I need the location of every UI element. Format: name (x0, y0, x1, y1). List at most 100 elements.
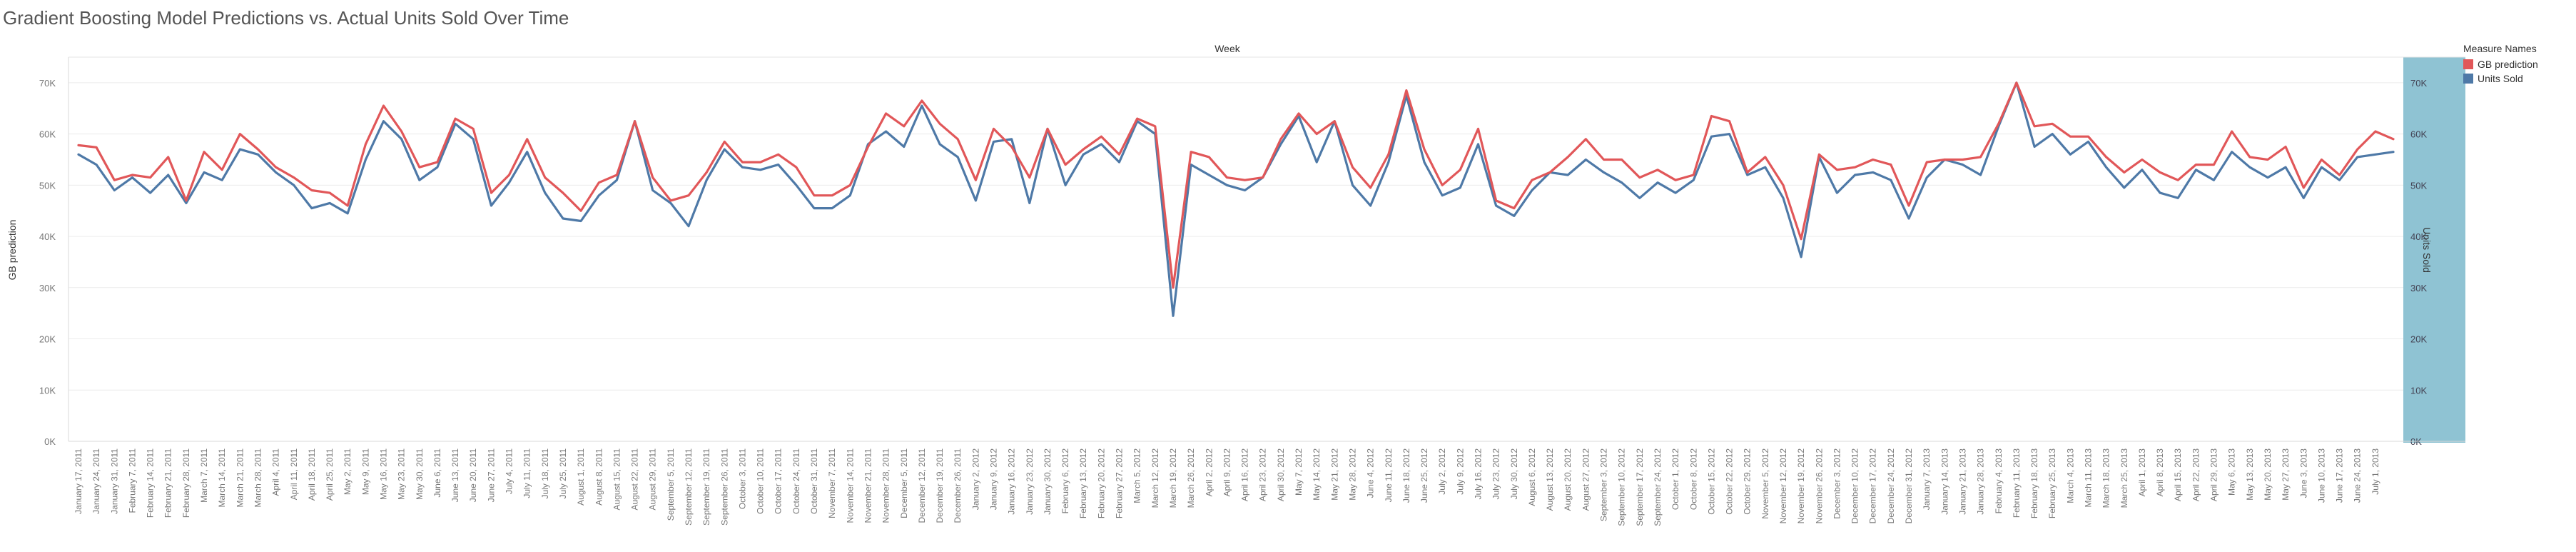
x-tick-label: September 19, 2011 (701, 448, 711, 526)
x-tick-label: June 13, 2011 (450, 448, 460, 503)
x-tick-label: February 6, 2012 (1060, 448, 1070, 514)
x-tick-label: March 12, 2012 (1150, 448, 1160, 508)
x-tick-label: December 5, 2011 (899, 448, 909, 518)
x-tick-label: October 24, 2011 (791, 448, 801, 514)
x-tick-label: October 10, 2011 (756, 448, 766, 514)
x-tick-label: May 21, 2012 (1329, 448, 1339, 501)
x-tick-label: June 24, 2013 (2353, 448, 2363, 503)
x-tick-label: February 13, 2012 (1078, 448, 1088, 518)
x-tick-label: April 2, 2012 (1204, 448, 1214, 497)
x-tick-label: November 21, 2011 (863, 448, 873, 523)
x-tick-label: December 12, 2011 (917, 448, 927, 523)
x-tick-label: May 7, 2012 (1294, 448, 1304, 496)
x-tick-label: September 5, 2011 (666, 448, 676, 521)
x-tick-label: March 26, 2012 (1186, 448, 1196, 508)
x-tick-label: June 18, 2012 (1401, 448, 1411, 503)
x-tick-label: January 7, 2013 (1922, 448, 1932, 510)
x-tick-label: October 31, 2011 (809, 448, 819, 514)
x-tick-label: April 30, 2012 (1276, 448, 1286, 501)
x-tick-label: April 18, 2011 (307, 448, 317, 501)
x-tick-label: May 27, 2013 (2281, 448, 2291, 501)
x-tick-label: April 23, 2012 (1258, 448, 1268, 501)
x-tick-label: March 18, 2013 (2101, 448, 2111, 508)
x-tick-label: October 15, 2012 (1706, 448, 1716, 515)
x-tick-label: June 3, 2013 (2298, 448, 2308, 498)
x-tick-label: October 17, 2011 (774, 448, 784, 514)
x-tick-label: July 16, 2012 (1474, 448, 1484, 500)
x-tick-label: January 14, 2013 (1939, 448, 1949, 515)
legend-item-units-sold[interactable]: Units Sold (2463, 73, 2538, 84)
x-tick-label: December 31, 2012 (1904, 448, 1914, 524)
x-tick-label: February 28, 2011 (181, 448, 191, 518)
x-tick-label: July 11, 2011 (522, 448, 532, 498)
x-tick-label: November 14, 2011 (845, 448, 855, 523)
y-tick-label-left: 70K (39, 78, 56, 89)
x-tick-label: April 16, 2012 (1240, 448, 1250, 501)
y-tick-label-left: 60K (39, 129, 56, 140)
y-axis-label-right: Units Sold (2421, 227, 2433, 273)
x-tick-label: January 17, 2011 (73, 448, 83, 514)
x-tick-label: June 4, 2012 (1366, 448, 1376, 498)
y-tick-label-left: 0K (44, 436, 56, 447)
x-tick-label: November 7, 2011 (827, 448, 837, 518)
x-tick-label: May 13, 2013 (2245, 448, 2255, 501)
x-tick-label: February 27, 2012 (1115, 448, 1125, 518)
x-tick-label: December 26, 2011 (953, 448, 963, 523)
x-tick-label: December 17, 2012 (1868, 448, 1878, 524)
x-tick-label: August 20, 2012 (1563, 448, 1573, 511)
x-tick-label: May 6, 2013 (2227, 448, 2237, 496)
y-tick-label-right: 40K (2410, 231, 2427, 242)
legend: Measure Names GB prediction Units Sold (2463, 43, 2538, 87)
x-tick-label: June 10, 2013 (2316, 448, 2326, 503)
chart-title: Gradient Boosting Model Predictions vs. … (3, 7, 569, 29)
x-tick-label: September 24, 2012 (1653, 448, 1663, 526)
legend-title: Measure Names (2463, 43, 2537, 54)
x-tick-label: March 21, 2011 (235, 448, 245, 508)
x-tick-label: March 28, 2011 (253, 448, 263, 508)
x-tick-label: August 6, 2012 (1527, 448, 1537, 506)
x-tick-label: March 5, 2012 (1132, 448, 1142, 503)
x-tick-label: June 25, 2012 (1419, 448, 1429, 503)
x-tick-label: February 14, 2011 (146, 448, 156, 518)
y-tick-label-right: 70K (2410, 78, 2427, 89)
x-tick-label: September 12, 2011 (684, 448, 694, 526)
x-tick-label: January 21, 2013 (1958, 448, 1968, 515)
x-tick-label: May 28, 2012 (1348, 448, 1358, 501)
x-tick-label: April 4, 2011 (271, 448, 281, 496)
y-axis-label-left: GB prediction (6, 220, 18, 281)
x-tick-label: September 10, 2012 (1617, 448, 1627, 526)
x-tick-label: December 10, 2012 (1850, 448, 1860, 524)
x-tick-label: July 4, 2011 (504, 448, 514, 494)
x-tick-label: February 20, 2012 (1096, 448, 1106, 518)
x-tick-label: January 30, 2012 (1043, 448, 1053, 515)
x-tick-label: November 5, 2012 (1760, 448, 1770, 519)
x-tick-label: March 25, 2013 (2119, 448, 2129, 508)
x-tick-label: July 18, 2011 (540, 448, 550, 499)
series-line-gb-prediction[interactable] (77, 81, 2395, 289)
x-tick-label: October 1, 2012 (1670, 448, 1680, 510)
legend-label-units-sold: Units Sold (2478, 73, 2523, 84)
x-tick-label: March 4, 2013 (2065, 448, 2075, 503)
y-tick-label-right: 60K (2410, 129, 2427, 140)
x-tick-label: January 31, 2011 (109, 448, 119, 514)
x-tick-label: October 8, 2012 (1688, 448, 1698, 510)
x-tick-label: March 7, 2011 (199, 448, 209, 503)
x-tick-label: April 11, 2011 (289, 448, 299, 501)
x-tick-label: August 1, 2011 (576, 448, 586, 506)
x-tick-label: March 11, 2013 (2084, 448, 2094, 508)
series-line-units-sold[interactable] (77, 81, 2395, 317)
x-tick-label: May 30, 2011 (415, 448, 425, 500)
x-tick-label: April 22, 2013 (2191, 448, 2201, 501)
x-tick-label: February 7, 2011 (127, 448, 137, 513)
x-tick-label: November 28, 2011 (881, 448, 891, 523)
x-tick-label: November 19, 2012 (1796, 448, 1806, 524)
legend-item-prediction[interactable]: GB prediction (2463, 59, 2538, 70)
x-tick-label: May 23, 2011 (397, 448, 407, 500)
x-tick-label: May 14, 2012 (1312, 448, 1322, 501)
x-tick-label: April 15, 2013 (2173, 448, 2183, 501)
x-tick-label: February 21, 2011 (163, 448, 173, 518)
x-tick-label: August 13, 2012 (1545, 448, 1555, 511)
x-tick-label: July 1, 2013 (2370, 448, 2380, 495)
x-tick-label: August 15, 2011 (612, 448, 622, 511)
